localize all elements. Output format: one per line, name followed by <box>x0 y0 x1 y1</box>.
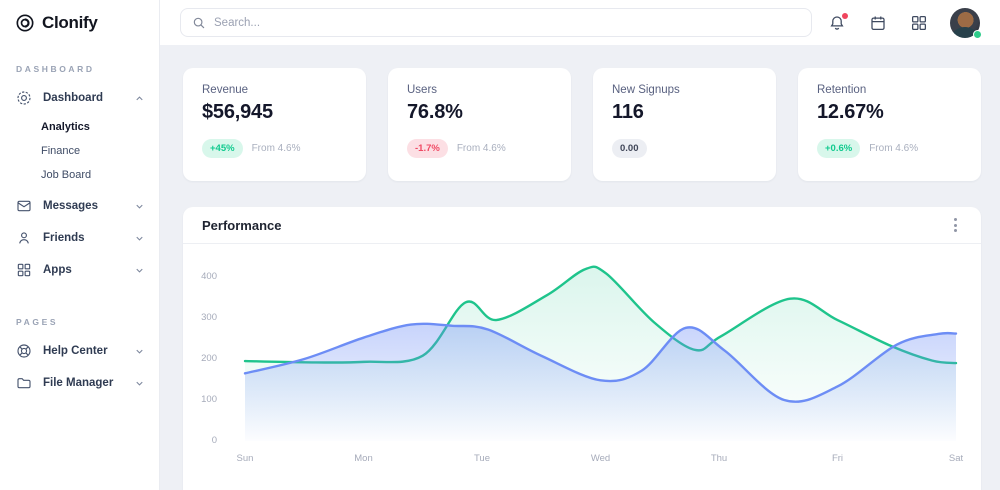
online-status-dot <box>973 29 982 39</box>
x-tick-label: Wed <box>590 453 611 464</box>
card-value: 12.67% <box>817 101 884 123</box>
x-tick-label: Fri <box>831 453 844 464</box>
dashboard-submenu: Analytics Finance Job Board <box>0 114 159 190</box>
panel-title: Performance <box>202 217 282 233</box>
card-title: Retention <box>817 84 867 96</box>
sidebar-item-label: Messages <box>43 200 98 212</box>
series-blue-line <box>243 322 958 403</box>
series-blue-area <box>245 323 956 441</box>
sidebar-item-dashboard[interactable]: Dashboard <box>0 82 159 114</box>
grid-icon <box>15 262 32 279</box>
search-icon <box>192 16 206 30</box>
chart-area: 0 100 200 300 400 Sun Mon Tue Wed Thu Fri Sat <box>183 244 981 490</box>
stat-card-users: Users 76.8% -1.7% From 4.6% <box>388 68 571 181</box>
trend-badge: 0.00 <box>612 139 647 158</box>
sidebar-nav: Dashboard Analytics Finance Job Board Me… <box>0 82 159 286</box>
x-tick-label: Thu <box>710 453 728 464</box>
sidebar-item-apps[interactable]: Apps <box>0 254 159 286</box>
notification-dot <box>841 12 848 19</box>
brand-logo[interactable]: Clonify <box>0 0 159 33</box>
card-title: Users <box>407 84 438 96</box>
trend-badge: +45% <box>202 139 243 158</box>
section-label-dashboard: DASHBOARD <box>16 64 95 74</box>
chevron-down-icon <box>134 265 145 276</box>
brand-name: Clonify <box>42 13 98 32</box>
x-tick-label: Sat <box>948 453 964 464</box>
stat-cards-row: Revenue $56,945 +45% From 4.6% Users 76.… <box>183 68 981 181</box>
performance-panel-header: Performance <box>183 207 981 244</box>
stat-card-revenue: Revenue $56,945 +45% From 4.6% <box>183 68 366 181</box>
section-label-pages: PAGES <box>16 317 59 327</box>
search-input[interactable] <box>214 16 800 29</box>
sidebar-item-label: Friends <box>43 232 85 244</box>
card-note: From 4.6% <box>251 143 301 154</box>
y-tick-label: 200 <box>201 353 217 364</box>
performance-chart-svg <box>243 265 958 441</box>
apps-launcher-button[interactable] <box>909 13 929 33</box>
x-tick-label: Mon <box>354 453 373 464</box>
chevron-down-icon <box>134 233 145 244</box>
topbar <box>160 0 1000 45</box>
card-note: From 4.6% <box>869 143 919 154</box>
x-tick-label: Tue <box>473 453 491 464</box>
apps-grid-icon <box>910 14 928 32</box>
kebab-menu-icon[interactable] <box>949 214 962 236</box>
disc-icon <box>15 90 32 107</box>
sidebar-subitem-job-board[interactable]: Job Board <box>41 169 92 181</box>
sidebar-item-file-manager[interactable]: File Manager <box>0 367 159 399</box>
sidebar-subitem-analytics[interactable]: Analytics <box>41 121 90 133</box>
card-value: 116 <box>612 101 644 123</box>
stat-card-new-signups: New Signups 116 0.00 <box>593 68 776 181</box>
person-icon <box>15 230 32 247</box>
y-tick-label: 400 <box>201 271 217 282</box>
performance-panel: Performance 0 100 200 300 400 Sun Mon Tue Wed Thu… <box>183 207 981 490</box>
search-box[interactable] <box>180 8 812 37</box>
topbar-actions <box>827 7 982 39</box>
chevron-down-icon <box>134 346 145 357</box>
trend-badge: +0.6% <box>817 139 861 158</box>
life-buoy-icon <box>15 343 32 360</box>
bell-icon <box>828 14 846 32</box>
y-tick-label: 100 <box>201 394 217 405</box>
sidebar-item-help-center[interactable]: Help Center <box>0 335 159 367</box>
sidebar-item-label: Dashboard <box>43 92 104 104</box>
calendar-button[interactable] <box>868 13 888 33</box>
chevron-up-icon <box>134 93 145 104</box>
logo-icon <box>15 13 35 33</box>
card-title: New Signups <box>612 84 680 96</box>
sidebar-nav-pages: Help Center File Manager <box>0 335 159 399</box>
chevron-down-icon <box>134 378 145 389</box>
sidebar: Clonify DASHBOARD Dashboard Analytics Fi… <box>0 0 160 490</box>
sidebar-item-label: Apps <box>43 264 72 276</box>
trend-badge: -1.7% <box>407 139 448 158</box>
sidebar-item-messages[interactable]: Messages <box>0 190 159 222</box>
sidebar-item-label: File Manager <box>43 377 114 389</box>
chevron-down-icon <box>134 201 145 212</box>
sidebar-subitem-finance[interactable]: Finance <box>41 145 81 157</box>
card-note: From 4.6% <box>456 143 506 154</box>
card-title: Revenue <box>202 84 249 96</box>
folder-icon <box>15 375 32 392</box>
mail-icon <box>15 198 32 215</box>
sidebar-item-friends[interactable]: Friends <box>0 222 159 254</box>
y-tick-label: 300 <box>201 312 217 323</box>
main-content: Revenue $56,945 +45% From 4.6% Users 76.… <box>160 45 1000 490</box>
stat-card-retention: Retention 12.67% +0.6% From 4.6% <box>798 68 981 181</box>
sidebar-item-label: Help Center <box>43 345 108 357</box>
notifications-button[interactable] <box>827 12 848 33</box>
y-tick-label: 0 <box>211 435 217 446</box>
user-avatar[interactable] <box>950 7 982 39</box>
calendar-icon <box>869 14 887 32</box>
card-value: $56,945 <box>202 101 273 123</box>
x-tick-label: Sun <box>236 453 254 464</box>
card-value: 76.8% <box>407 101 463 123</box>
